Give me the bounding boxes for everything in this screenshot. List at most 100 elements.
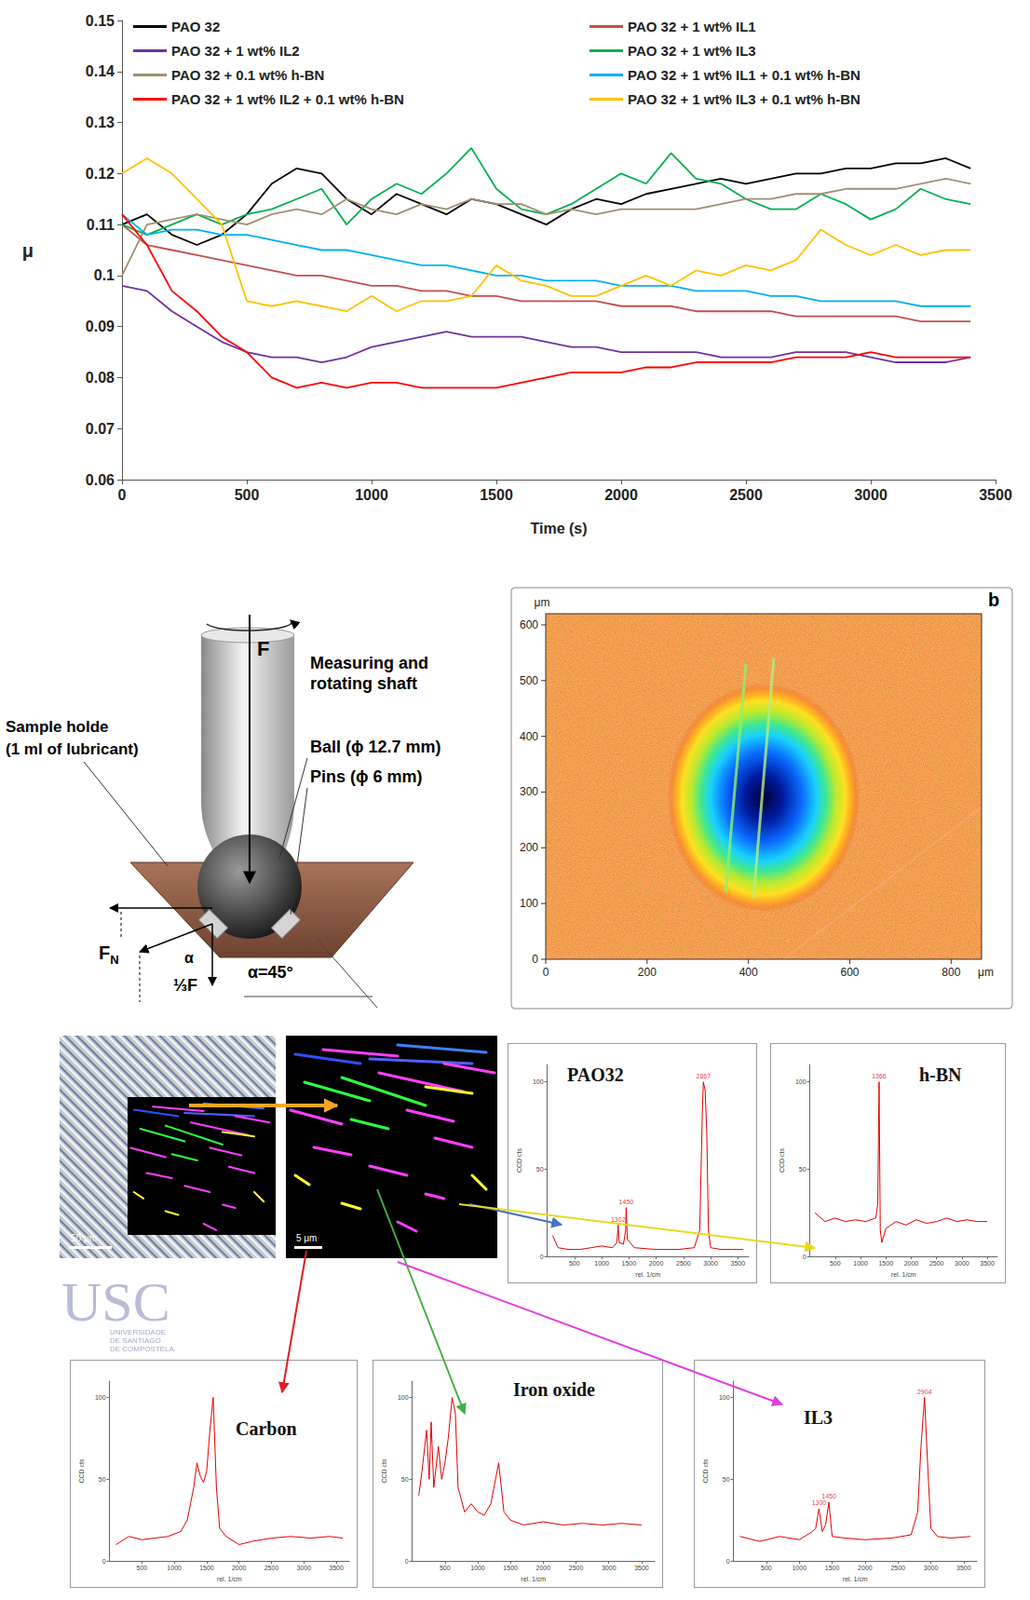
- svg-text:α: α: [184, 949, 194, 966]
- svg-text:3500: 3500: [731, 1260, 746, 1267]
- svg-text:FN: FN: [98, 942, 120, 967]
- svg-text:DE COMPOSTELA: DE COMPOSTELA: [109, 1344, 176, 1354]
- svg-text:Iron oxide: Iron oxide: [513, 1379, 596, 1400]
- svg-text:PAO32: PAO32: [567, 1064, 624, 1085]
- svg-text:500: 500: [829, 1260, 841, 1267]
- svg-text:50: 50: [98, 1476, 107, 1483]
- svg-text:CCD cts: CCD cts: [380, 1458, 388, 1484]
- svg-text:rel. 1/cm: rel. 1/cm: [842, 1575, 868, 1583]
- svg-text:500: 500: [519, 674, 539, 688]
- svg-text:0: 0: [726, 1558, 731, 1565]
- svg-text:α=45°: α=45°: [247, 962, 294, 982]
- svg-text:⅓F: ⅓F: [173, 975, 198, 995]
- svg-text:100: 100: [532, 1078, 544, 1085]
- svg-text:400: 400: [739, 965, 759, 979]
- svg-text:rel. 1/cm: rel. 1/cm: [520, 1575, 546, 1583]
- svg-text:UNIVERSIDADE: UNIVERSIDADE: [109, 1328, 166, 1337]
- svg-text:50: 50: [722, 1476, 731, 1483]
- svg-text:0.09: 0.09: [85, 318, 115, 335]
- svg-text:PAO 32: PAO 32: [171, 18, 220, 35]
- svg-text:0: 0: [802, 1253, 807, 1261]
- svg-text:0.07: 0.07: [85, 420, 115, 437]
- svg-text:μm: μm: [534, 596, 551, 610]
- svg-text:200: 200: [637, 965, 657, 979]
- svg-text:500: 500: [234, 487, 260, 503]
- svg-text:3500: 3500: [956, 1564, 972, 1572]
- svg-text:2000: 2000: [536, 1564, 552, 1572]
- svg-text:800: 800: [941, 965, 961, 979]
- svg-text:CCD cts: CCD cts: [515, 1148, 523, 1174]
- svg-text:3000: 3000: [923, 1564, 939, 1572]
- svg-text:400: 400: [519, 730, 539, 744]
- svg-text:1302: 1302: [610, 1216, 626, 1223]
- svg-text:1300: 1300: [812, 1499, 827, 1506]
- svg-text:1000: 1000: [791, 1564, 807, 1572]
- svg-text:0: 0: [542, 965, 550, 979]
- svg-text:500: 500: [136, 1564, 149, 1572]
- svg-text:1500: 1500: [479, 487, 514, 503]
- svg-text:50 μm: 50 μm: [70, 1233, 97, 1244]
- svg-text:USC: USC: [61, 1271, 171, 1333]
- svg-text:2000: 2000: [649, 1260, 665, 1267]
- svg-text:0.11: 0.11: [86, 216, 115, 233]
- svg-text:rotating shaft: rotating shaft: [310, 674, 418, 693]
- svg-text:1000: 1000: [594, 1260, 610, 1267]
- svg-text:1500: 1500: [502, 1564, 518, 1572]
- svg-text:500: 500: [569, 1260, 581, 1267]
- svg-text:100: 100: [795, 1078, 807, 1085]
- svg-text:1000: 1000: [354, 487, 389, 503]
- svg-text:1000: 1000: [166, 1564, 182, 1572]
- svg-text:500: 500: [760, 1564, 773, 1572]
- svg-text:0: 0: [540, 1253, 544, 1261]
- svg-text:50: 50: [401, 1476, 409, 1483]
- svg-text:2000: 2000: [857, 1564, 873, 1572]
- svg-text:3000: 3000: [954, 1260, 970, 1267]
- svg-text:1500: 1500: [878, 1260, 894, 1267]
- svg-text:CCD cts: CCD cts: [78, 1458, 85, 1484]
- svg-text:CCD cts: CCD cts: [702, 1458, 709, 1484]
- svg-text:DE SANTIAGO: DE SANTIAGO: [109, 1336, 162, 1345]
- svg-text:100: 100: [397, 1394, 409, 1401]
- svg-text:PAO 32 + 1 wt% IL1 + 0.1 wt% h: PAO 32 + 1 wt% IL1 + 0.1 wt% h-BN: [627, 67, 861, 83]
- svg-text:100: 100: [94, 1394, 107, 1401]
- svg-text:1500: 1500: [622, 1260, 637, 1267]
- svg-text:2500: 2500: [729, 487, 763, 503]
- svg-text:0.13: 0.13: [85, 114, 115, 131]
- svg-text:2867: 2867: [695, 1072, 711, 1080]
- svg-text:2500: 2500: [264, 1564, 280, 1572]
- svg-text:rel. 1/cm: rel. 1/cm: [891, 1271, 917, 1278]
- svg-text:μm: μm: [977, 965, 994, 979]
- svg-text:5 μm: 5 μm: [296, 1233, 317, 1244]
- svg-text:100: 100: [519, 896, 539, 910]
- svg-text:μ: μ: [22, 240, 34, 261]
- svg-text:(1 ml of lubricant): (1 ml of lubricant): [5, 740, 139, 759]
- svg-text:2500: 2500: [676, 1260, 692, 1267]
- svg-text:CCD cts: CCD cts: [778, 1148, 786, 1174]
- svg-text:2500: 2500: [929, 1260, 945, 1267]
- svg-text:500: 500: [439, 1564, 451, 1572]
- svg-text:3500: 3500: [634, 1564, 650, 1572]
- svg-text:0: 0: [531, 952, 539, 966]
- svg-text:rel. 1/cm: rel. 1/cm: [216, 1575, 243, 1583]
- svg-text:0.06: 0.06: [85, 472, 115, 488]
- svg-text:2000: 2000: [904, 1260, 920, 1267]
- svg-text:0.08: 0.08: [85, 369, 115, 386]
- svg-text:50: 50: [799, 1165, 807, 1173]
- svg-text:Measuring and: Measuring and: [310, 653, 429, 673]
- svg-text:b: b: [988, 589, 1000, 610]
- svg-text:1366: 1366: [871, 1072, 887, 1080]
- svg-text:Ball (ϕ 12.7 mm): Ball (ϕ 12.7 mm): [310, 737, 442, 757]
- svg-text:2000: 2000: [604, 487, 638, 503]
- svg-text:1500: 1500: [825, 1564, 841, 1572]
- svg-text:PAO 32 + 0.1 wt% h-BN: PAO 32 + 0.1 wt% h-BN: [171, 67, 325, 83]
- svg-text:Carbon: Carbon: [235, 1418, 298, 1439]
- svg-text:2000: 2000: [231, 1564, 247, 1572]
- svg-text:Time (s): Time (s): [529, 520, 587, 537]
- svg-text:0: 0: [405, 1558, 409, 1565]
- svg-text:2500: 2500: [569, 1564, 584, 1572]
- svg-text:300: 300: [519, 785, 539, 799]
- svg-text:0.15: 0.15: [85, 13, 115, 29]
- svg-text:F: F: [257, 636, 270, 661]
- svg-text:1450: 1450: [619, 1198, 635, 1206]
- svg-text:0.14: 0.14: [85, 63, 115, 80]
